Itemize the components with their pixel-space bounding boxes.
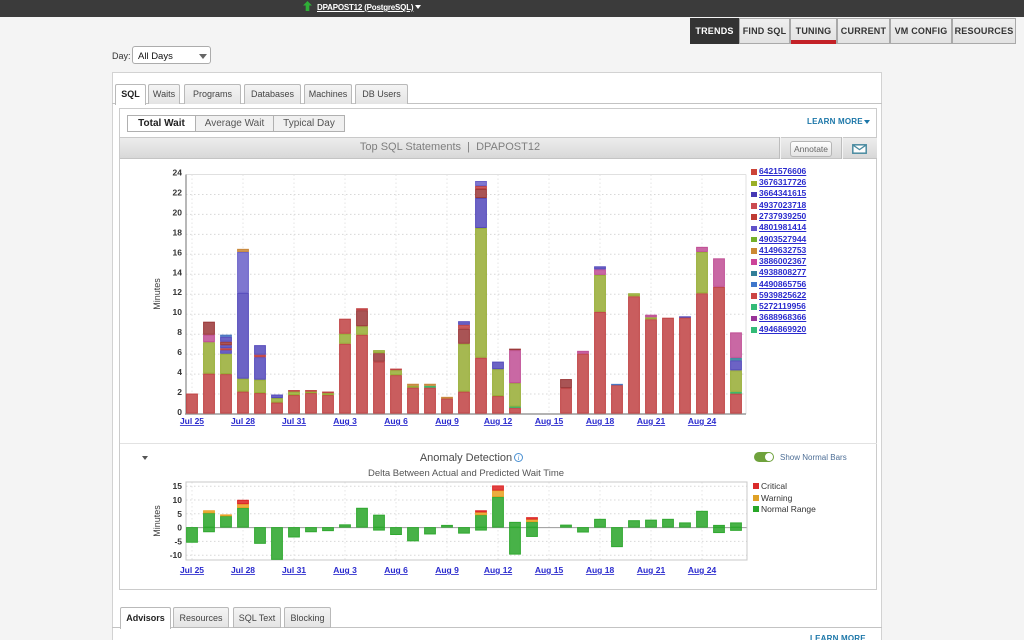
svg-text:Aug 12: Aug 12: [484, 416, 513, 426]
svg-text:20: 20: [173, 207, 183, 217]
svg-text:-10: -10: [170, 550, 183, 560]
svg-text:Aug 15: Aug 15: [535, 565, 564, 575]
svg-text:Aug 9: Aug 9: [435, 416, 459, 426]
svg-text:12: 12: [173, 287, 183, 297]
svg-text:Aug 18: Aug 18: [586, 565, 615, 575]
svg-text:Minutes: Minutes: [152, 278, 162, 310]
svg-text:22: 22: [173, 188, 183, 198]
svg-text:0: 0: [177, 523, 182, 533]
svg-text:Jul 25: Jul 25: [180, 416, 204, 426]
svg-text:Aug 6: Aug 6: [384, 565, 408, 575]
svg-text:Aug 21: Aug 21: [637, 416, 666, 426]
svg-text:14: 14: [173, 267, 183, 277]
svg-text:Aug 15: Aug 15: [535, 416, 564, 426]
svg-text:4: 4: [177, 367, 182, 377]
svg-text:Aug 24: Aug 24: [688, 565, 717, 575]
svg-text:6: 6: [177, 347, 182, 357]
svg-text:Jul 31: Jul 31: [282, 416, 306, 426]
svg-text:15: 15: [173, 481, 183, 491]
svg-text:0: 0: [177, 407, 182, 417]
svg-text:2: 2: [177, 387, 182, 397]
svg-text:10: 10: [173, 307, 183, 317]
svg-text:Aug 18: Aug 18: [586, 416, 615, 426]
svg-text:Aug 6: Aug 6: [384, 416, 408, 426]
svg-text:Jul 28: Jul 28: [231, 565, 255, 575]
svg-text:24: 24: [173, 168, 183, 178]
svg-text:Jul 25: Jul 25: [180, 565, 204, 575]
svg-text:Aug 9: Aug 9: [435, 565, 459, 575]
svg-text:16: 16: [173, 247, 183, 257]
svg-text:Aug 3: Aug 3: [333, 565, 357, 575]
svg-text:Aug 21: Aug 21: [637, 565, 666, 575]
svg-text:Aug 3: Aug 3: [333, 416, 357, 426]
svg-text:18: 18: [173, 227, 183, 237]
svg-text:10: 10: [173, 495, 183, 505]
svg-text:Aug 24: Aug 24: [688, 416, 717, 426]
svg-text:Jul 28: Jul 28: [231, 416, 255, 426]
svg-text:5: 5: [177, 509, 182, 519]
svg-text:Jul 31: Jul 31: [282, 565, 306, 575]
svg-text:Minutes: Minutes: [152, 505, 162, 537]
svg-text:8: 8: [177, 327, 182, 337]
svg-text:-5: -5: [174, 536, 182, 546]
svg-text:Aug 12: Aug 12: [484, 565, 513, 575]
